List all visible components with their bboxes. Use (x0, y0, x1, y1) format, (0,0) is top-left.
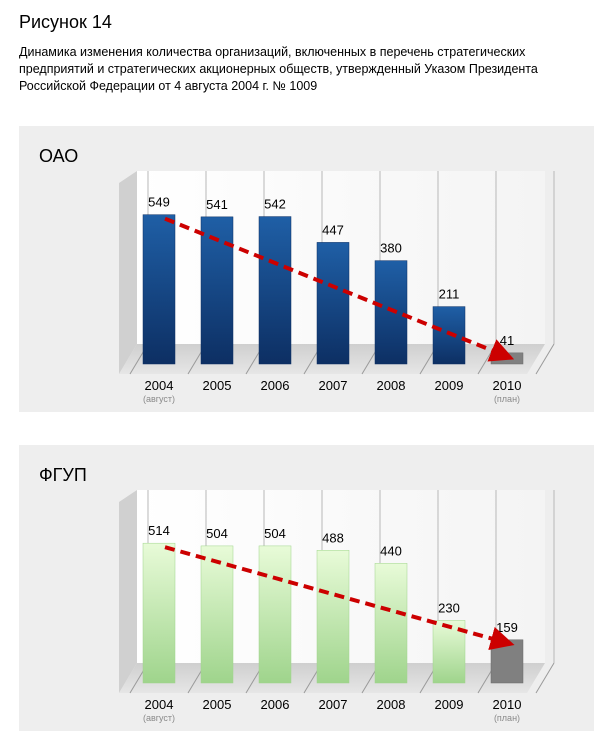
category-sublabel: (август) (143, 394, 175, 404)
category-label: 2010 (493, 378, 522, 393)
category-label: 2006 (261, 697, 290, 712)
bar-chart-fgup: 514 2004(август) 504 2005 504 2006 488 2007 440 2… (119, 490, 555, 723)
category-label: 2004 (145, 378, 174, 393)
floor-divider (535, 662, 555, 694)
bar-value-label: 504 (206, 526, 228, 541)
figure-caption: Динамика изменения количества организаци… (19, 45, 538, 93)
bar-value-label: 504 (264, 526, 286, 541)
category-label: 2005 (203, 697, 232, 712)
bar (432, 306, 466, 365)
category-label: 2009 (435, 378, 464, 393)
floor-divider (535, 343, 555, 375)
trend-arrow (164, 216, 515, 362)
bar-plan (490, 352, 524, 365)
bar-value-label: 230 (438, 600, 460, 615)
bar (258, 545, 292, 684)
category-label: 2007 (319, 697, 348, 712)
trend-arrow (164, 545, 515, 651)
bar-value-label: 380 (380, 241, 402, 256)
bar (142, 542, 176, 684)
bar-value-label: 542 (264, 197, 286, 212)
chart-title-fgup: ФГУП (39, 465, 87, 485)
chart-side-wall (119, 171, 137, 374)
bar (316, 242, 350, 365)
figure-title: Рисунок 14 (19, 12, 112, 32)
chart-panel-fgup: ФГУП 514 2004 (август) 504 2005 504 2006 488 200… (19, 445, 594, 731)
bar (374, 260, 408, 365)
bar-plan (490, 639, 524, 684)
bar-value-label: 211 (439, 287, 460, 302)
category-sublabel: (план) (494, 713, 520, 723)
category-label: 2007 (319, 378, 348, 393)
bar (316, 550, 350, 684)
category-label: 2005 (203, 378, 232, 393)
category-label: 2006 (261, 378, 290, 393)
category-label: 2004 (145, 697, 174, 712)
bar (258, 216, 292, 365)
chart-title-oao: ОАО (39, 146, 79, 166)
bar-value-label: 41 (500, 333, 514, 348)
bar-value-label: 514 (148, 523, 170, 538)
bar-value-label: 447 (322, 222, 344, 237)
bar-chart-oao: 549 2004(август) 541 2005 542 2006 447 2007 380 2… (119, 171, 555, 404)
category-label: 2009 (435, 697, 464, 712)
bar-value-label: 549 (148, 195, 170, 210)
category-label: 2008 (377, 697, 406, 712)
bar (142, 214, 176, 365)
bar-value-label: 440 (380, 543, 402, 558)
bar-value-label: 159 (496, 620, 518, 635)
bar-value-label: 541 (206, 197, 228, 212)
category-label: 2008 (377, 378, 406, 393)
category-sublabel: (план) (494, 394, 520, 404)
bar (200, 545, 234, 684)
bar-value-label: 488 (322, 530, 344, 545)
bar (374, 563, 408, 684)
chart-side-wall (119, 490, 137, 693)
chart-panel-oao: ОАО 549 2004 (август) 541 2005 542 2006 447 2007… (19, 126, 594, 412)
category-sublabel: (август) (143, 713, 175, 723)
category-label: 2010 (493, 697, 522, 712)
bar (200, 216, 234, 365)
